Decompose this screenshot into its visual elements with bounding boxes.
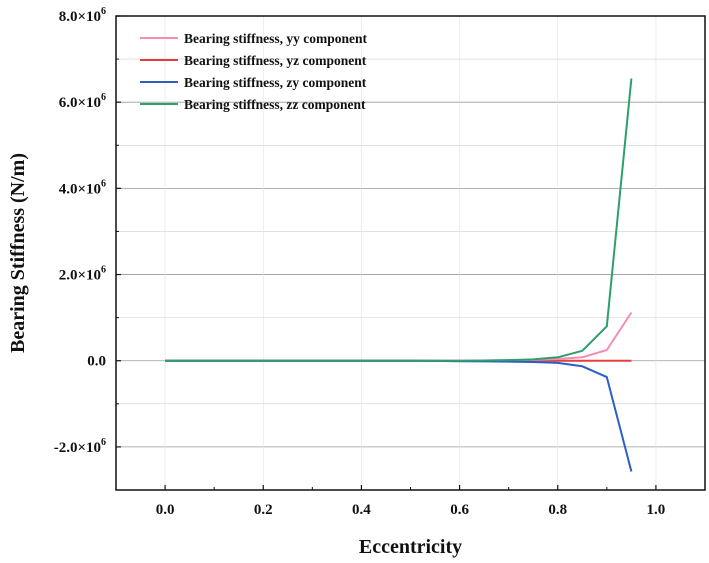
legend-label: Bearing stiffness, zy component — [184, 75, 367, 90]
y-tick-label: 8.0×106 — [59, 6, 106, 25]
x-tick-label: 0.2 — [254, 502, 273, 518]
x-tick-label: 0.4 — [352, 502, 371, 518]
y-tick-label: 0.0 — [87, 354, 106, 370]
series-line — [165, 311, 633, 362]
x-tick-labels: 0.0 0.2 0.4 0.6 0.8 1.0 — [156, 502, 666, 518]
x-tick-label: 0.6 — [450, 502, 469, 518]
y-tick-labels: -2.0×106 0.0 2.0×106 4.0×106 6.0×106 8.0×106 — [54, 6, 106, 456]
legend: Bearing stiffness, yy component Bearing s… — [140, 31, 367, 112]
series-lines — [165, 78, 633, 472]
y-tick-label: -2.0×106 — [54, 437, 106, 456]
x-tick-label: 0.0 — [156, 502, 175, 518]
legend-label: Bearing stiffness, zz component — [184, 97, 366, 112]
y-tick-label: 2.0×106 — [59, 265, 106, 284]
x-tick-label: 1.0 — [647, 502, 666, 518]
axis-ticks — [116, 15, 657, 490]
series-line — [165, 78, 633, 362]
legend-label: Bearing stiffness, yy component — [184, 31, 367, 46]
y-tick-label: 4.0×106 — [59, 178, 106, 197]
legend-label: Bearing stiffness, yz component — [184, 53, 367, 68]
series-line — [165, 359, 633, 472]
x-tick-label: 0.8 — [548, 502, 567, 518]
y-tick-label: 6.0×106 — [59, 92, 106, 111]
x-axis-title: Eccentricity — [359, 536, 462, 558]
y-axis-title: Bearing Stiffness (N/m) — [7, 153, 29, 353]
